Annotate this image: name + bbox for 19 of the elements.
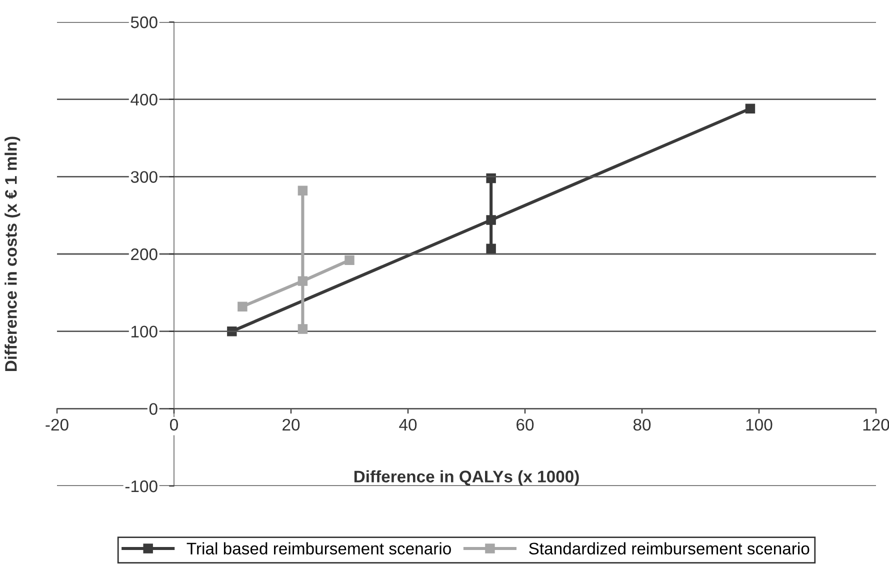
y-tick-label: 0 <box>149 403 158 415</box>
legend-label: Standardized reimbursement scenario <box>529 542 810 555</box>
legend-label: Trial based reimbursement scenario <box>186 542 451 555</box>
x-tick-label: 0 <box>170 418 178 431</box>
y-tick-label: 300 <box>130 171 158 183</box>
x-tick-label: 40 <box>399 418 417 431</box>
x-tick-label: 80 <box>633 418 651 431</box>
y-tick-label: 400 <box>130 94 158 106</box>
y-tick-label: 500 <box>130 16 158 28</box>
x-tick-label: 120 <box>863 418 889 431</box>
y-tick-label: -100 <box>125 480 158 492</box>
x-axis-title: Difference in QALYs (x 1000) <box>354 470 579 486</box>
x-tick-label: 60 <box>516 418 534 431</box>
x-tick-label: 100 <box>746 418 772 431</box>
y-axis-title: Difference in costs (x € 1 mln) <box>4 136 20 371</box>
x-tick-label: -20 <box>46 418 68 431</box>
x-tick-label: 20 <box>282 418 300 431</box>
y-tick-label: 100 <box>131 326 158 338</box>
y-tick-label: 200 <box>131 248 158 260</box>
